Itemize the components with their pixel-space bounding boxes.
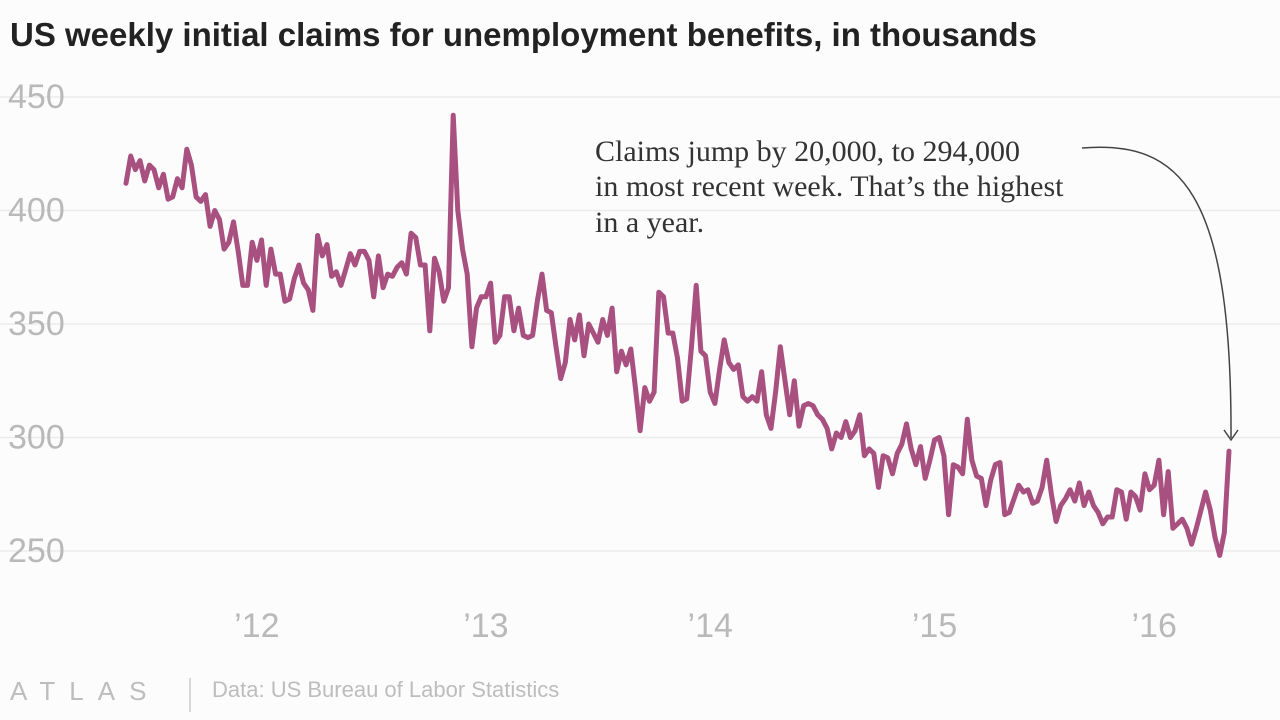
annotation-line: in most recent week. That’s the highest (595, 170, 1064, 203)
chart-title: US weekly initial claims for unemploymen… (10, 16, 1037, 53)
y-tick-label: 400 (8, 192, 65, 230)
plot (123, 112, 1232, 558)
data-line (123, 112, 1232, 558)
y-tick-label: 300 (8, 419, 65, 457)
y-tick-label: 250 (8, 532, 65, 570)
x-tick-label: ’13 (463, 607, 508, 645)
annotation-arrow (1081, 146, 1232, 439)
x-tick-label: ’15 (912, 607, 957, 645)
brand: ATLAS (10, 676, 160, 706)
annotation-line: Claims jump by 20,000, to 294,000 (595, 135, 1020, 168)
annotation-line: in a year. (595, 206, 704, 239)
grid: 250 300 350 400 450 ’12 ’13 ’14 ’15 ’16 (0, 78, 1280, 645)
y-tick-label: 450 (8, 78, 65, 116)
x-tick-label: ’12 (234, 607, 279, 645)
y-tick-label: 350 (8, 305, 65, 343)
x-tick-label: ’14 (688, 607, 733, 645)
x-tick-label: ’16 (1132, 607, 1177, 645)
arrow-head (1223, 429, 1239, 442)
source: Data: US Bureau of Labor Statistics (212, 677, 559, 702)
